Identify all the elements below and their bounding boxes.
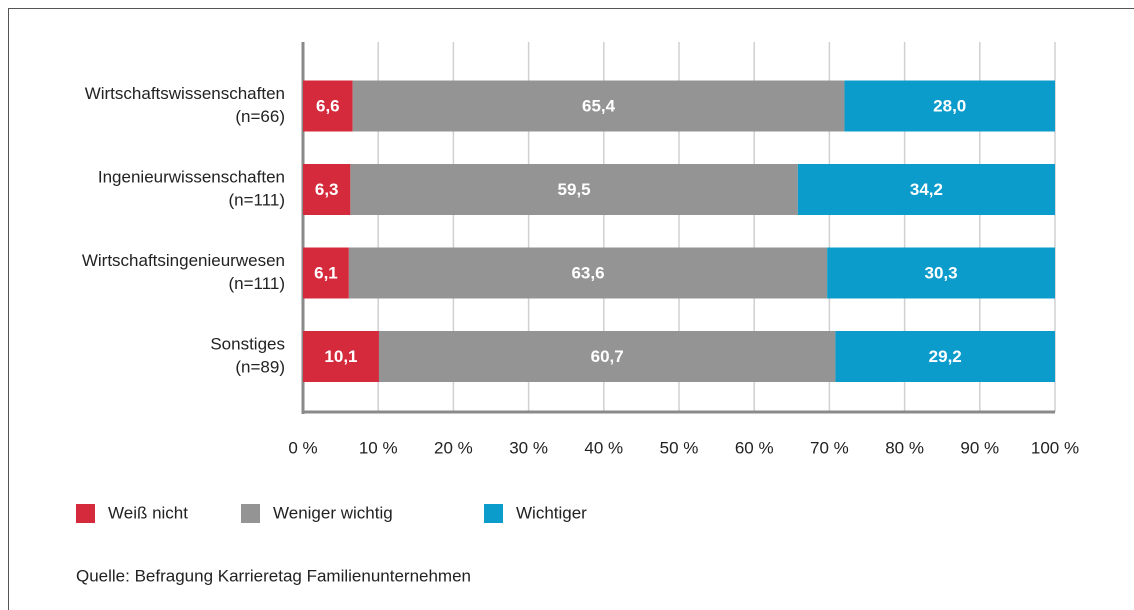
y-tick-label-line: (n=66) (235, 107, 285, 126)
bar (827, 247, 1055, 299)
bar (303, 331, 379, 382)
value-label: 63,6 (571, 263, 604, 282)
x-tick-label: 100 % (1031, 438, 1079, 457)
x-tick-label: 60 % (735, 438, 774, 457)
y-tick-label: Wirtschaftsingenieurwesen (n=111) (82, 251, 285, 293)
value-label: 60,7 (591, 347, 624, 366)
value-label: 30,3 (925, 263, 958, 282)
x-tick-label: 0 % (288, 438, 317, 457)
bar (352, 80, 845, 132)
bar (348, 247, 828, 299)
x-tick-label: 90 % (960, 438, 999, 457)
y-tick-label-line: (n=111) (228, 274, 285, 293)
x-tick-label: 30 % (509, 438, 548, 457)
value-label: 59,5 (558, 180, 591, 199)
x-tick-label: 50 % (660, 438, 699, 457)
value-label: 34,2 (910, 180, 943, 199)
y-tick-label-line: (n=89) (235, 358, 285, 377)
legend-swatch (484, 504, 503, 523)
legend-label: Wichtiger (516, 503, 587, 522)
x-tick-label: 80 % (885, 438, 924, 457)
x-tick-label: 70 % (810, 438, 849, 457)
bar (797, 164, 1055, 215)
y-tick-label: Wirtschaftswissenschaften (n=66) (85, 84, 285, 126)
value-label: 6,1 (314, 263, 338, 282)
value-label: 6,6 (316, 96, 340, 115)
frame (8, 8, 1134, 610)
source: Quelle: Befragung Karrieretag Familienun… (76, 566, 471, 585)
bar (844, 80, 1055, 132)
bar (835, 331, 1055, 382)
bar (303, 247, 349, 299)
bar (350, 164, 798, 215)
value-label: 28,0 (933, 96, 966, 115)
bar (378, 331, 836, 382)
legend-label: Weiß nicht (108, 503, 188, 522)
y-tick-label-line: Sonstiges (210, 335, 285, 354)
value-label: 10,1 (324, 347, 357, 366)
value-label: 65,4 (582, 96, 616, 115)
y-tick-label: Ingenieurwissenschaften (n=111) (98, 168, 285, 210)
y-tick-label-line: (n=111) (228, 191, 285, 210)
legend-swatch (241, 504, 260, 523)
x-tick-label: 10 % (359, 438, 398, 457)
legend-swatch (76, 504, 95, 523)
bar (303, 80, 353, 132)
x-tick-label: 20 % (434, 438, 473, 457)
value-label: 6,3 (315, 180, 339, 199)
y-tick-label-line: Ingenieurwissenschaften (98, 168, 285, 187)
bar (303, 164, 351, 215)
y-tick-label-line: Wirtschaftswissenschaften (85, 84, 285, 103)
y-tick-label: Sonstiges (n=89) (210, 335, 285, 377)
legend-label: Weniger wichtig (273, 503, 393, 522)
x-tick-label: 40 % (584, 438, 623, 457)
y-tick-label-line: Wirtschaftsingenieurwesen (82, 251, 285, 270)
value-label: 29,2 (929, 347, 962, 366)
